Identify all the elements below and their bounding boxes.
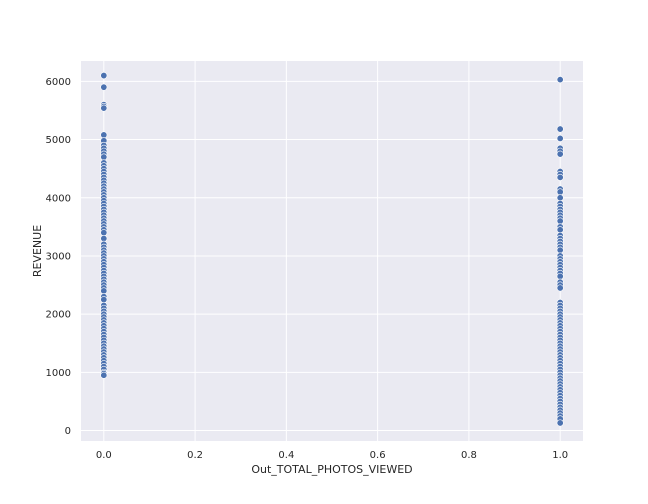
scatter-point	[100, 229, 108, 237]
scatter-point	[556, 76, 564, 84]
x-tick-label: 0.4	[278, 450, 294, 461]
y-tick-label: 0	[65, 426, 71, 437]
plot-area	[81, 61, 583, 441]
scatter-point	[556, 188, 564, 196]
y-tick-label: 3000	[46, 251, 71, 262]
x-tick-label: 1.0	[552, 450, 568, 461]
x-tick-labels: 0.0 0.2 0.4 0.6 0.8 1.0	[96, 450, 568, 461]
x-axis-label: Out_TOTAL_PHOTOS_VIEWED	[251, 463, 412, 476]
scatter-point	[100, 104, 108, 112]
scatter-point	[100, 296, 108, 304]
scatter-point	[556, 173, 564, 181]
scatter-point	[556, 284, 564, 292]
scatter-point	[100, 287, 108, 295]
scatter-point	[100, 131, 108, 139]
y-tick-labels: 0 1000 2000 3000 4000 5000 6000	[46, 77, 71, 437]
scatter-point	[556, 226, 564, 234]
scatter-point	[556, 194, 564, 202]
x-tick-label: 0.8	[461, 450, 477, 461]
scatter-point	[556, 134, 564, 142]
scatter-point	[556, 150, 564, 158]
data-points	[100, 72, 564, 427]
y-tick-label: 2000	[46, 310, 71, 321]
scatter-point	[100, 72, 108, 80]
scatter-point	[100, 153, 108, 161]
scatter-point	[556, 272, 564, 280]
scatter-point	[100, 234, 108, 242]
y-tick-label: 5000	[46, 135, 71, 146]
scatter-point	[556, 125, 564, 133]
scatter-point	[100, 83, 108, 91]
y-tick-label: 4000	[46, 193, 71, 204]
scatter-point	[100, 371, 108, 379]
y-tick-label: 1000	[46, 368, 71, 379]
y-tick-label: 6000	[46, 77, 71, 88]
x-tick-label: 0.6	[370, 450, 386, 461]
scatter-point	[556, 217, 564, 225]
x-tick-label: 0.0	[96, 450, 112, 461]
scatter-point	[556, 419, 564, 427]
scatter-point	[556, 246, 564, 254]
x-tick-label: 0.2	[187, 450, 203, 461]
y-axis-label: REVENUE	[31, 225, 44, 277]
